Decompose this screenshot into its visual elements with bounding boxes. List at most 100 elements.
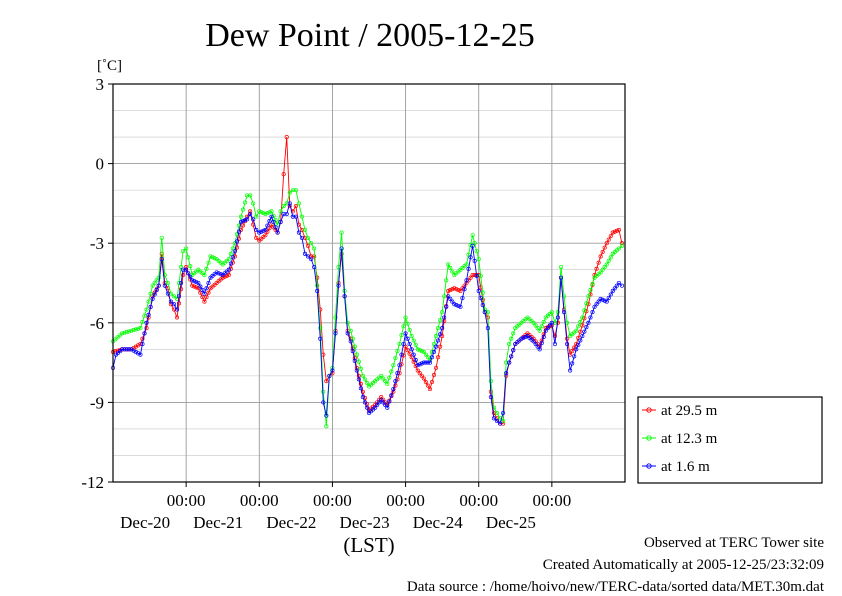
data-point [379, 395, 384, 400]
data-point [293, 214, 298, 219]
data-point [421, 349, 426, 355]
data-point [312, 265, 317, 270]
y-tick-label: -9 [90, 393, 104, 412]
data-point [576, 324, 581, 329]
data-point [576, 335, 581, 340]
data-point [142, 313, 147, 318]
data-point [582, 308, 587, 313]
data-point [284, 135, 289, 140]
data-point [572, 354, 577, 359]
data-point [464, 262, 469, 267]
data-point [460, 295, 465, 301]
data-point [309, 241, 314, 246]
data-point [179, 287, 184, 292]
data-point [606, 258, 611, 263]
data-point [144, 307, 149, 312]
data-point [126, 329, 132, 334]
data-point [204, 286, 209, 291]
data-point [393, 379, 398, 384]
data-point [454, 287, 459, 292]
data-point [339, 230, 344, 235]
data-point [168, 291, 173, 296]
data-point [305, 243, 311, 248]
data-point [606, 295, 611, 301]
x-tick-date-label: Dec-24 [413, 513, 464, 532]
data-point [352, 344, 357, 349]
data-point [596, 260, 601, 265]
data-point [584, 309, 589, 314]
data-point [417, 362, 422, 367]
data-point [440, 326, 445, 331]
data-point [136, 326, 141, 331]
data-point [393, 356, 398, 361]
data-point [409, 347, 414, 352]
data-point [275, 230, 280, 235]
data-point [181, 267, 186, 272]
data-point [226, 267, 231, 272]
data-point [150, 283, 155, 288]
data-point [531, 339, 536, 344]
data-point [181, 249, 186, 254]
data-point [257, 209, 262, 214]
data-point [202, 291, 207, 296]
data-point [478, 295, 483, 301]
data-point [450, 287, 455, 292]
data-point [214, 270, 219, 275]
data-point [124, 330, 129, 335]
data-point [438, 318, 443, 323]
data-point [200, 295, 205, 300]
data-point [427, 360, 433, 365]
data-point [399, 352, 404, 357]
data-point [399, 333, 404, 338]
data-point [417, 348, 422, 353]
data-point [415, 347, 420, 352]
data-point [206, 260, 211, 265]
data-point [263, 233, 268, 238]
data-point [397, 363, 402, 368]
data-point [324, 413, 329, 418]
data-point [606, 237, 611, 242]
data-point [608, 292, 613, 297]
legend-box [637, 396, 823, 484]
data-point [409, 334, 414, 339]
data-point [129, 328, 134, 333]
data-point [287, 201, 292, 206]
data-point [245, 193, 250, 198]
data-point [356, 359, 361, 364]
data-point [452, 302, 457, 307]
data-point [315, 283, 320, 288]
data-point [472, 258, 477, 263]
data-point [531, 320, 536, 325]
data-point [491, 410, 497, 416]
data-point [413, 357, 418, 362]
data-point [198, 290, 203, 295]
data-point [421, 376, 426, 381]
data-point [448, 265, 453, 271]
data-point [401, 353, 406, 358]
data-point [171, 307, 177, 312]
data-point [146, 312, 151, 317]
data-point [610, 288, 615, 294]
data-point [148, 291, 153, 296]
data-point [413, 342, 418, 347]
data-point [438, 332, 443, 337]
data-point [460, 286, 465, 291]
data-point [552, 341, 557, 347]
data-point [431, 372, 437, 378]
data-point [468, 275, 473, 280]
data-point [159, 257, 164, 262]
x-tick-time-label: 00:00 [167, 491, 206, 510]
data-point [600, 297, 605, 302]
data-point [466, 266, 471, 271]
data-point [251, 201, 256, 206]
data-point [184, 267, 189, 272]
data-point [425, 355, 430, 360]
data-point [440, 310, 445, 315]
data-point [574, 328, 579, 333]
data-point [541, 319, 546, 324]
data-point [373, 405, 378, 410]
data-point [309, 254, 314, 259]
data-point [590, 281, 595, 286]
data-point [305, 235, 311, 240]
data-point [228, 251, 233, 256]
